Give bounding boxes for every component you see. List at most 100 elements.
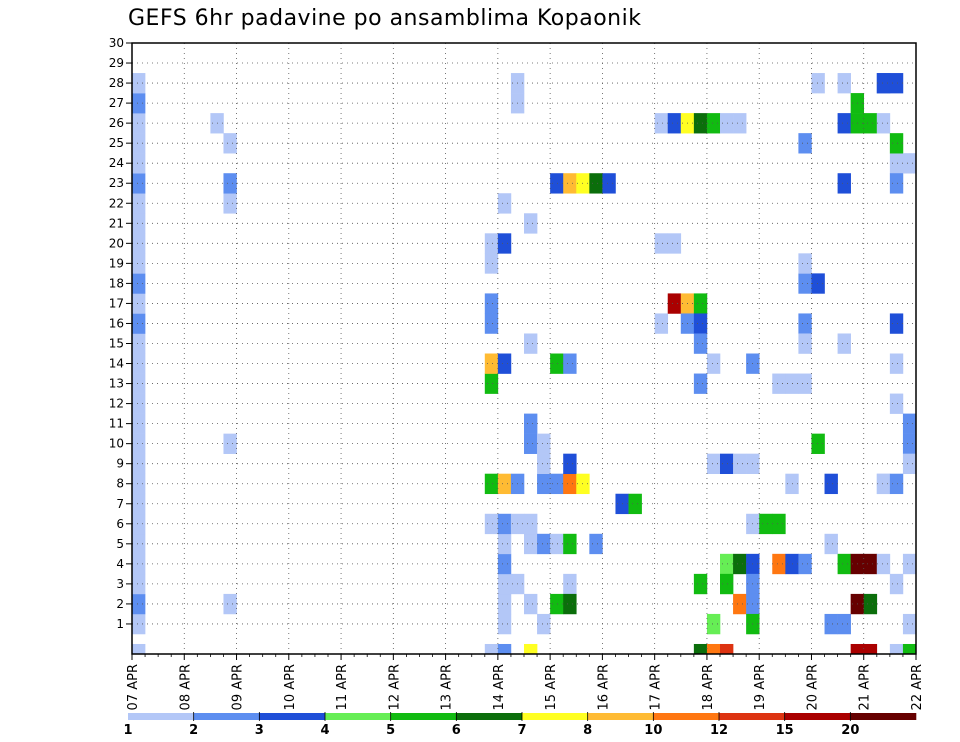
colorbar-swatch (719, 713, 785, 720)
heatmap-cell (484, 293, 499, 314)
heatmap-cell (132, 533, 146, 555)
heatmap-cell (693, 643, 708, 655)
y-tick-label: 27 (109, 96, 124, 110)
heatmap-cell (876, 553, 891, 575)
colorbar-swatch (456, 713, 523, 720)
heatmap-cell (628, 493, 642, 515)
x-tick-label: 12 APR (387, 664, 402, 710)
heatmap-cell (132, 93, 146, 114)
heatmap-cell (484, 353, 499, 374)
heatmap-cell (902, 413, 917, 434)
heatmap-cell (654, 313, 669, 334)
x-tick-label: 13 APR (440, 664, 455, 710)
heatmap-cell (589, 533, 603, 555)
heatmap-cell (889, 643, 904, 655)
heatmap-cell (798, 313, 812, 334)
x-tick-label: 14 APR (492, 664, 507, 710)
heatmap-cell (876, 473, 891, 495)
heatmap-cell (733, 113, 747, 134)
x-tick-label: 07 APR (126, 664, 141, 710)
heatmap-cell (132, 593, 146, 615)
heatmap-cell (497, 473, 512, 495)
heatmap-cell (889, 133, 904, 154)
heatmap-cell (720, 113, 734, 134)
heatmap-cell (563, 533, 577, 555)
heatmap-cell (837, 73, 851, 94)
colorbar-swatch (325, 713, 391, 720)
y-tick-label: 22 (109, 196, 124, 210)
x-tick-label: 15 APR (544, 664, 559, 710)
heatmap-cell (537, 613, 551, 635)
heatmap-cell (772, 373, 786, 394)
heatmap-cell (497, 553, 512, 575)
y-tick-label: 20 (109, 236, 124, 250)
heatmap-cell (589, 173, 603, 194)
x-tick-label: 11 APR (335, 664, 350, 710)
heatmap-cell (550, 473, 564, 495)
y-tick-label: 8 (116, 477, 124, 491)
heatmap-cell (563, 593, 577, 615)
heatmap-cell (720, 573, 734, 595)
y-tick-label: 5 (116, 537, 124, 551)
heatmap-cell (132, 353, 146, 374)
heatmap-cell (798, 373, 812, 394)
heatmap-cells (132, 73, 917, 655)
y-tick-label: 3 (116, 577, 124, 591)
colorbar-swatch (653, 713, 720, 720)
heatmap-cell (132, 493, 146, 515)
colorbar-label: 10 (644, 723, 662, 738)
heatmap-cell (693, 573, 708, 595)
heatmap-cell (132, 133, 146, 154)
heatmap-cell (693, 373, 708, 394)
heatmap-cell (484, 513, 499, 535)
y-tick-label: 24 (109, 156, 124, 170)
heatmap-cell (524, 213, 538, 234)
colorbar-swatch (128, 713, 194, 720)
heatmap-cell (759, 513, 773, 535)
heatmap-cell (524, 513, 538, 535)
heatmap-cell (837, 553, 851, 575)
x-tick-label: 18 APR (701, 664, 716, 710)
heatmap-cell (524, 643, 538, 655)
heatmap-cell (798, 253, 812, 274)
heatmap-cell (497, 593, 512, 615)
heatmap-cell (837, 173, 851, 194)
heatmap-cell (602, 173, 616, 194)
heatmap-cell (497, 643, 512, 655)
heatmap-cell (772, 553, 786, 575)
colorbar-label: 15 (776, 723, 794, 738)
heatmap-cell (132, 313, 146, 334)
y-tick-label: 2 (116, 597, 124, 611)
heatmap-cell (889, 473, 904, 495)
heatmap-cell (798, 553, 812, 575)
y-tick-label: 26 (109, 116, 124, 130)
heatmap-cell (132, 553, 146, 575)
heatmap-cell (132, 293, 146, 314)
heatmap-cell (889, 173, 904, 194)
y-tick-label: 17 (109, 296, 124, 310)
x-tick-label: 10 APR (283, 664, 298, 710)
heatmap-cell (889, 573, 904, 595)
heatmap-cell (132, 233, 146, 254)
colorbar-swatch (587, 713, 654, 720)
colorbar-swatch (193, 713, 260, 720)
heatmap-cell (484, 233, 499, 254)
heatmap-cell (550, 173, 564, 194)
heatmap-cell (811, 433, 825, 454)
colorbar-swatch (259, 713, 326, 720)
y-tick-label: 28 (109, 76, 124, 90)
heatmap-cell (132, 153, 146, 174)
y-tick-label: 16 (109, 316, 124, 330)
y-tick-label: 25 (109, 136, 124, 150)
heatmap-cell (132, 433, 146, 454)
heatmap-cell (798, 333, 812, 354)
x-axis: 07 APR 08 APR 09 APR 10 APR 11 APR 12 APR 13 A… (126, 654, 925, 710)
heatmap-cell (497, 573, 512, 595)
heatmap-cell (497, 613, 512, 635)
heatmap-cell (563, 353, 577, 374)
heatmap-cell (837, 333, 851, 354)
dotted-grid (131, 42, 917, 654)
heatmap-cell (733, 553, 747, 575)
x-tick-label: 22 APR (910, 664, 925, 710)
